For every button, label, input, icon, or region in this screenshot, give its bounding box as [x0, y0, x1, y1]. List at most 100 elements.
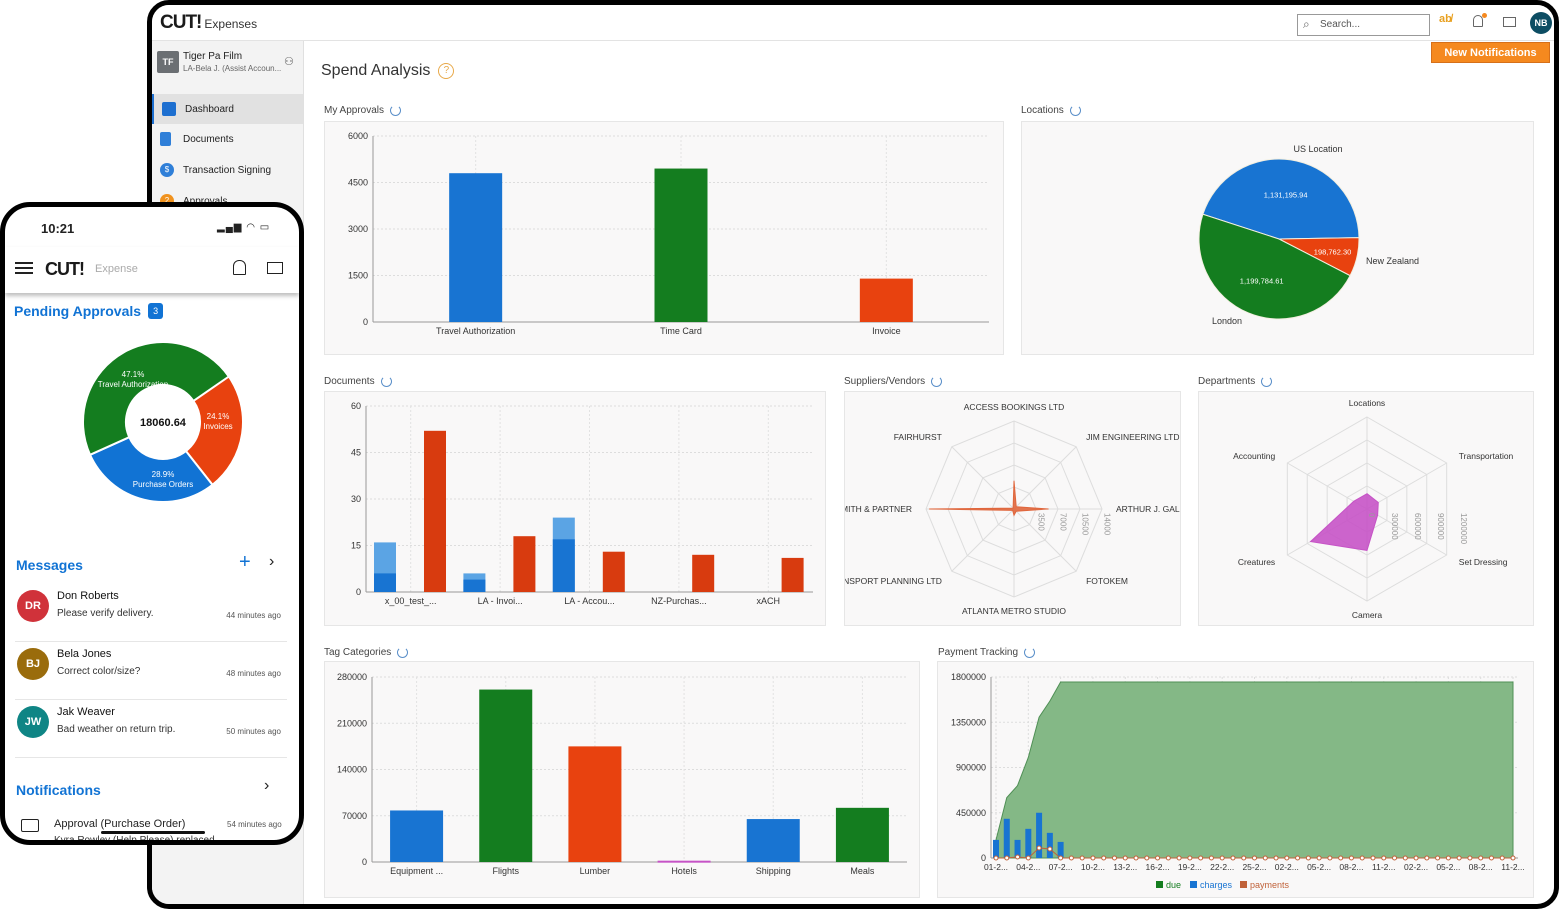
- chevron-right-icon[interactable]: ›: [269, 553, 275, 570]
- payment-point: [1467, 855, 1473, 861]
- suppliers-chart: ACCESS BOOKINGS LTD JIM ENGINEERING LTD AR…: [844, 391, 1181, 626]
- message-time: 44 minutes ago: [226, 611, 281, 620]
- bar: [424, 430, 446, 592]
- payment-point: [1359, 855, 1365, 861]
- payment-point: [1155, 855, 1161, 861]
- message-text: Please verify delivery.: [57, 608, 154, 619]
- sidebar-item-dashboard[interactable]: Dashboard: [152, 94, 303, 124]
- refresh-icon[interactable]: [1024, 647, 1036, 658]
- bar: [657, 860, 711, 863]
- payment-point: [1015, 854, 1021, 860]
- x-tick-label: 25-2...: [1242, 862, 1266, 872]
- new-notifications-button[interactable]: New Notifications: [1431, 42, 1550, 63]
- radar-axis-label: ARTHUR J. GALLA: [1116, 504, 1181, 514]
- chevron-right-icon[interactable]: ›: [264, 777, 270, 794]
- y-tick-label: 3000: [348, 224, 368, 234]
- payment-point: [1445, 855, 1451, 861]
- pending-approvals-donut[interactable]: 24.1%Invoices 28.9%Purchase Orders 47.1%Tr…: [5, 327, 299, 517]
- due-area: [995, 681, 1514, 859]
- sidebar-item-transaction-signing[interactable]: $ Transaction Signing: [152, 155, 303, 185]
- top-bar: CUT! Expenses ⌕ Search... ab̸ NB: [152, 5, 1554, 41]
- x-tick-label: LA - Invoi...: [478, 596, 523, 606]
- y-tick-label: 0: [363, 317, 368, 327]
- radar-axis-label: ATLANTA METRO STUDIO: [962, 606, 1066, 616]
- payment-point: [1036, 845, 1042, 851]
- refresh-icon[interactable]: [931, 376, 943, 387]
- spellcheck-icon[interactable]: ab̸: [1439, 13, 1452, 25]
- x-tick-label: Flights: [492, 866, 519, 876]
- dollar-icon: $: [160, 163, 174, 177]
- search-input[interactable]: ⌕ Search...: [1297, 14, 1430, 36]
- y-tick-label: 60: [351, 401, 361, 411]
- locations-chart: 1,131,195.94 US Location 198,762.30 New Zea…: [1021, 121, 1534, 355]
- page-title: Spend Analysis ?: [321, 62, 455, 80]
- add-message-icon[interactable]: +: [239, 551, 251, 573]
- chat-icon[interactable]: [267, 262, 283, 274]
- radial-tick-label: 10500: [1081, 513, 1090, 536]
- panel-title-text: Payment Tracking: [938, 647, 1019, 658]
- radar-spoke: [1013, 446, 1077, 510]
- y-tick-label: 0: [356, 587, 361, 597]
- message-item[interactable]: JW Jak Weaver Bad weather on return trip…: [15, 700, 287, 758]
- legend-marker: [1190, 881, 1197, 888]
- bell-icon[interactable]: [233, 260, 246, 275]
- refresh-icon[interactable]: [1261, 376, 1273, 387]
- payment-point: [1090, 855, 1096, 861]
- refresh-icon[interactable]: [397, 647, 409, 658]
- payment-point: [1198, 855, 1204, 861]
- y-tick-label: 1500: [348, 271, 368, 281]
- payment-point: [1068, 855, 1074, 861]
- bar: [568, 746, 622, 862]
- chat-icon[interactable]: [1503, 17, 1516, 27]
- payment-point: [1348, 855, 1354, 861]
- refresh-icon[interactable]: [380, 376, 392, 387]
- payment-point: [1488, 855, 1494, 861]
- user-avatar[interactable]: NB: [1530, 12, 1552, 34]
- switch-user-icon[interactable]: ⚇: [284, 56, 294, 68]
- payment-point: [1079, 855, 1085, 861]
- payment-tracking-chart: 0 450000 900000 1350000 1800000 01-2... 04-2..…: [937, 661, 1534, 898]
- slice-label: US Location: [1293, 144, 1342, 154]
- slice-label: London: [1212, 316, 1242, 326]
- x-tick-label: 22-2...: [1210, 862, 1234, 872]
- sidebar-item-documents[interactable]: Documents: [152, 124, 303, 154]
- refresh-icon[interactable]: [390, 105, 402, 116]
- slice-value-label: 198,762.30: [1314, 247, 1352, 256]
- bar: [692, 554, 715, 592]
- charge-bar: [1025, 828, 1032, 858]
- y-tick-label: 30: [351, 494, 361, 504]
- help-icon[interactable]: ?: [438, 63, 455, 79]
- legend-label: due: [1166, 880, 1181, 890]
- message-item[interactable]: BJ Bela Jones Correct color/size? 48 min…: [15, 642, 287, 700]
- radial-tick-label: 14000: [1103, 513, 1112, 536]
- pending-approvals-header[interactable]: Pending Approvals 3: [14, 303, 164, 319]
- app-logo[interactable]: CUT! Expenses: [160, 12, 257, 34]
- x-tick-label: Hotels: [671, 866, 697, 876]
- panel-title-text: Locations: [1021, 105, 1064, 116]
- bar: [859, 278, 913, 322]
- payment-point: [1402, 855, 1408, 861]
- charge-bar: [993, 839, 999, 858]
- radar-axis-label: Creatures: [1238, 557, 1275, 567]
- panel-title-text: My Approvals: [324, 105, 385, 116]
- logo-subtitle: Expenses: [204, 17, 258, 31]
- bell-icon[interactable]: [1473, 15, 1483, 27]
- status-time: 10:21: [41, 221, 75, 236]
- panel-title-text: Tag Categories: [324, 647, 392, 658]
- radial-tick-label: 1200000: [1459, 513, 1468, 545]
- payment-point: [1370, 855, 1376, 861]
- page-title-text: Spend Analysis: [321, 62, 431, 79]
- payment-point: [1004, 855, 1010, 861]
- message-item[interactable]: DR Don Roberts Please verify delivery. 4…: [15, 584, 287, 642]
- refresh-icon[interactable]: [1069, 105, 1081, 116]
- pie-slice: [1202, 158, 1360, 240]
- y-tick-label: 280000: [337, 672, 367, 682]
- payment-point: [1187, 855, 1193, 861]
- notification-title[interactable]: Approval (Purchase Order): [54, 818, 186, 830]
- slice-percent: 24.1%: [207, 412, 230, 421]
- radar-spoke: [1366, 462, 1447, 510]
- radial-tick-label: 300000: [1390, 513, 1399, 540]
- hamburger-menu-icon[interactable]: [15, 262, 33, 274]
- charge-bar: [1003, 818, 1010, 858]
- bar: [390, 810, 444, 862]
